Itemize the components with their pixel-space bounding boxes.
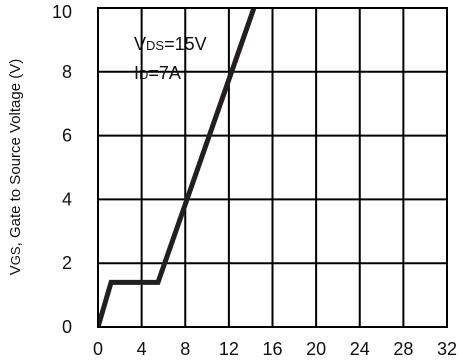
grid (97, 7, 448, 328)
x-tick-label-1: 4 (137, 339, 147, 359)
series-line-0 (98, 8, 257, 327)
x-tick-label-3: 12 (219, 339, 239, 359)
x-tick-label-5: 20 (306, 339, 326, 359)
annotation-vds-rest: =15V (164, 34, 207, 54)
y-tick-label-1: 2 (62, 253, 72, 273)
x-tick-label-8: 32 (437, 339, 457, 359)
x-tick-label-7: 28 (393, 339, 413, 359)
plot-frame (97, 7, 448, 328)
y-tick-label-3: 6 (62, 126, 72, 146)
y-tick-label-4: 8 (62, 62, 72, 82)
y-tick-label-5: 10 (52, 2, 72, 22)
annotation-id-sub: D (139, 67, 148, 82)
y-axis-label: VGS, Gate to Source Voltage (V) (7, 59, 24, 275)
annotation-vds: VDS=15V (134, 34, 207, 54)
annotation-id: ID=7A (134, 63, 181, 83)
x-tick-label-6: 24 (350, 339, 370, 359)
x-tick-label-0: 0 (93, 339, 103, 359)
y-tick-label-0: 0 (62, 317, 72, 337)
annotation-id-main: I (134, 63, 139, 83)
y-tick-label-2: 4 (62, 189, 72, 209)
y-axis-label-rest: , Gate to Source Voltage (V) (7, 59, 24, 247)
y-tick-labels: 0 2 4 6 8 10 (52, 2, 72, 337)
y-axis-label-sub: GS (8, 246, 23, 265)
x-tick-labels: 0 4 8 12 16 20 24 28 32 (93, 339, 457, 359)
y-axis-label-main: V (7, 265, 24, 275)
x-tick-label-4: 16 (262, 339, 282, 359)
series-layer (98, 8, 257, 327)
annotation-id-rest: =7A (148, 63, 181, 83)
x-tick-label-2: 8 (180, 339, 190, 359)
annotation-vds-main: V (134, 34, 146, 54)
annotation-vds-sub: DS (146, 38, 164, 53)
